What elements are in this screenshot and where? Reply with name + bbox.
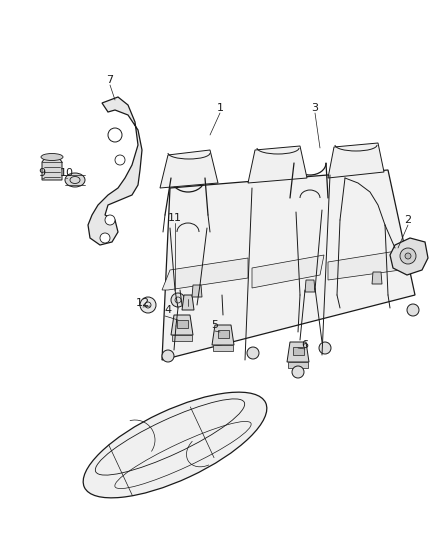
Polygon shape [88,97,142,245]
Ellipse shape [83,392,267,498]
Polygon shape [162,170,415,360]
Text: 7: 7 [106,75,113,85]
Circle shape [319,342,331,354]
Polygon shape [372,272,382,284]
Polygon shape [192,285,202,297]
Text: 9: 9 [39,168,46,178]
Circle shape [100,233,110,243]
Circle shape [115,155,125,165]
Bar [218,330,229,338]
Text: 3: 3 [311,103,318,113]
Circle shape [407,304,419,316]
Text: 2: 2 [404,215,412,225]
Polygon shape [212,325,234,345]
Polygon shape [252,255,324,288]
Polygon shape [160,150,218,188]
Polygon shape [182,295,194,310]
Polygon shape [390,238,428,275]
Text: 10: 10 [60,168,74,178]
Ellipse shape [41,154,63,160]
Text: 6: 6 [301,340,308,350]
Circle shape [162,350,174,362]
Bar [172,335,192,341]
Bar [213,345,233,351]
Text: 1: 1 [216,103,223,113]
Polygon shape [42,156,62,180]
Text: 11: 11 [168,213,182,223]
Circle shape [405,253,411,259]
Bar [288,362,308,368]
Circle shape [108,128,122,142]
Circle shape [140,297,156,313]
Circle shape [400,248,416,264]
Polygon shape [162,258,248,290]
Text: 12: 12 [136,298,150,308]
Text: 4: 4 [164,305,172,315]
Polygon shape [328,248,415,280]
Polygon shape [305,280,315,292]
Text: 5: 5 [212,320,219,330]
Polygon shape [248,146,307,183]
Polygon shape [287,342,309,362]
Bar [177,320,188,328]
Circle shape [171,293,185,307]
Polygon shape [328,143,384,178]
Polygon shape [171,315,193,335]
Ellipse shape [65,173,85,187]
Circle shape [105,215,115,225]
Circle shape [247,347,259,359]
Bar [293,347,304,355]
Circle shape [292,366,304,378]
